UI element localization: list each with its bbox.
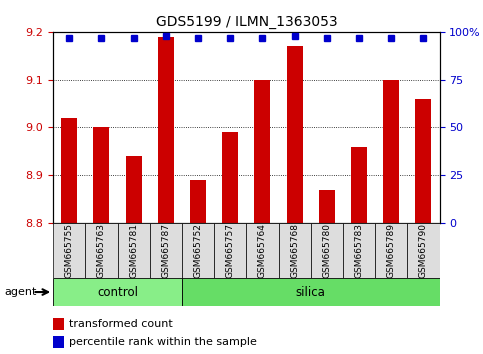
Bar	[158, 37, 174, 223]
Text: GSM665783: GSM665783	[355, 223, 364, 278]
Bar	[53, 318, 64, 330]
Bar	[190, 180, 206, 223]
Text: GSM665781: GSM665781	[129, 223, 138, 278]
Text: GSM665755: GSM665755	[65, 223, 74, 278]
Text: GSM665780: GSM665780	[322, 223, 331, 278]
Bar	[93, 127, 110, 223]
Bar	[214, 223, 246, 278]
Bar	[85, 223, 117, 278]
Bar	[375, 223, 407, 278]
Bar	[319, 190, 335, 223]
Text: GSM665757: GSM665757	[226, 223, 235, 278]
Bar	[311, 223, 343, 278]
Bar	[126, 156, 142, 223]
Text: transformed count: transformed count	[69, 319, 172, 329]
Text: GSM665768: GSM665768	[290, 223, 299, 278]
Text: GSM665787: GSM665787	[161, 223, 170, 278]
Bar	[415, 99, 431, 223]
Bar	[407, 223, 440, 278]
Bar	[53, 336, 64, 348]
Bar	[286, 46, 303, 223]
Bar	[61, 118, 77, 223]
Text: GSM665763: GSM665763	[97, 223, 106, 278]
Text: GSM665752: GSM665752	[194, 223, 202, 278]
Bar	[53, 223, 85, 278]
Bar	[246, 223, 279, 278]
Bar	[222, 132, 238, 223]
Text: GSM665764: GSM665764	[258, 223, 267, 278]
Text: silica: silica	[296, 286, 326, 298]
Text: GSM665789: GSM665789	[387, 223, 396, 278]
Text: agent: agent	[5, 287, 37, 297]
Bar	[53, 278, 182, 306]
Bar	[343, 223, 375, 278]
Bar	[182, 278, 440, 306]
Text: percentile rank within the sample: percentile rank within the sample	[69, 337, 256, 347]
Bar	[351, 147, 367, 223]
Bar	[255, 80, 270, 223]
Bar	[383, 80, 399, 223]
Bar	[117, 223, 150, 278]
Bar	[150, 223, 182, 278]
Bar	[182, 223, 214, 278]
Bar	[279, 223, 311, 278]
Title: GDS5199 / ILMN_1363053: GDS5199 / ILMN_1363053	[156, 16, 337, 29]
Text: control: control	[97, 286, 138, 298]
Text: GSM665790: GSM665790	[419, 223, 428, 278]
